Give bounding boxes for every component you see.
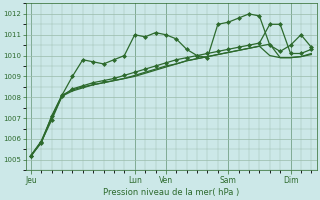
X-axis label: Pression niveau de la mer( hPa ): Pression niveau de la mer( hPa ) bbox=[103, 188, 239, 197]
